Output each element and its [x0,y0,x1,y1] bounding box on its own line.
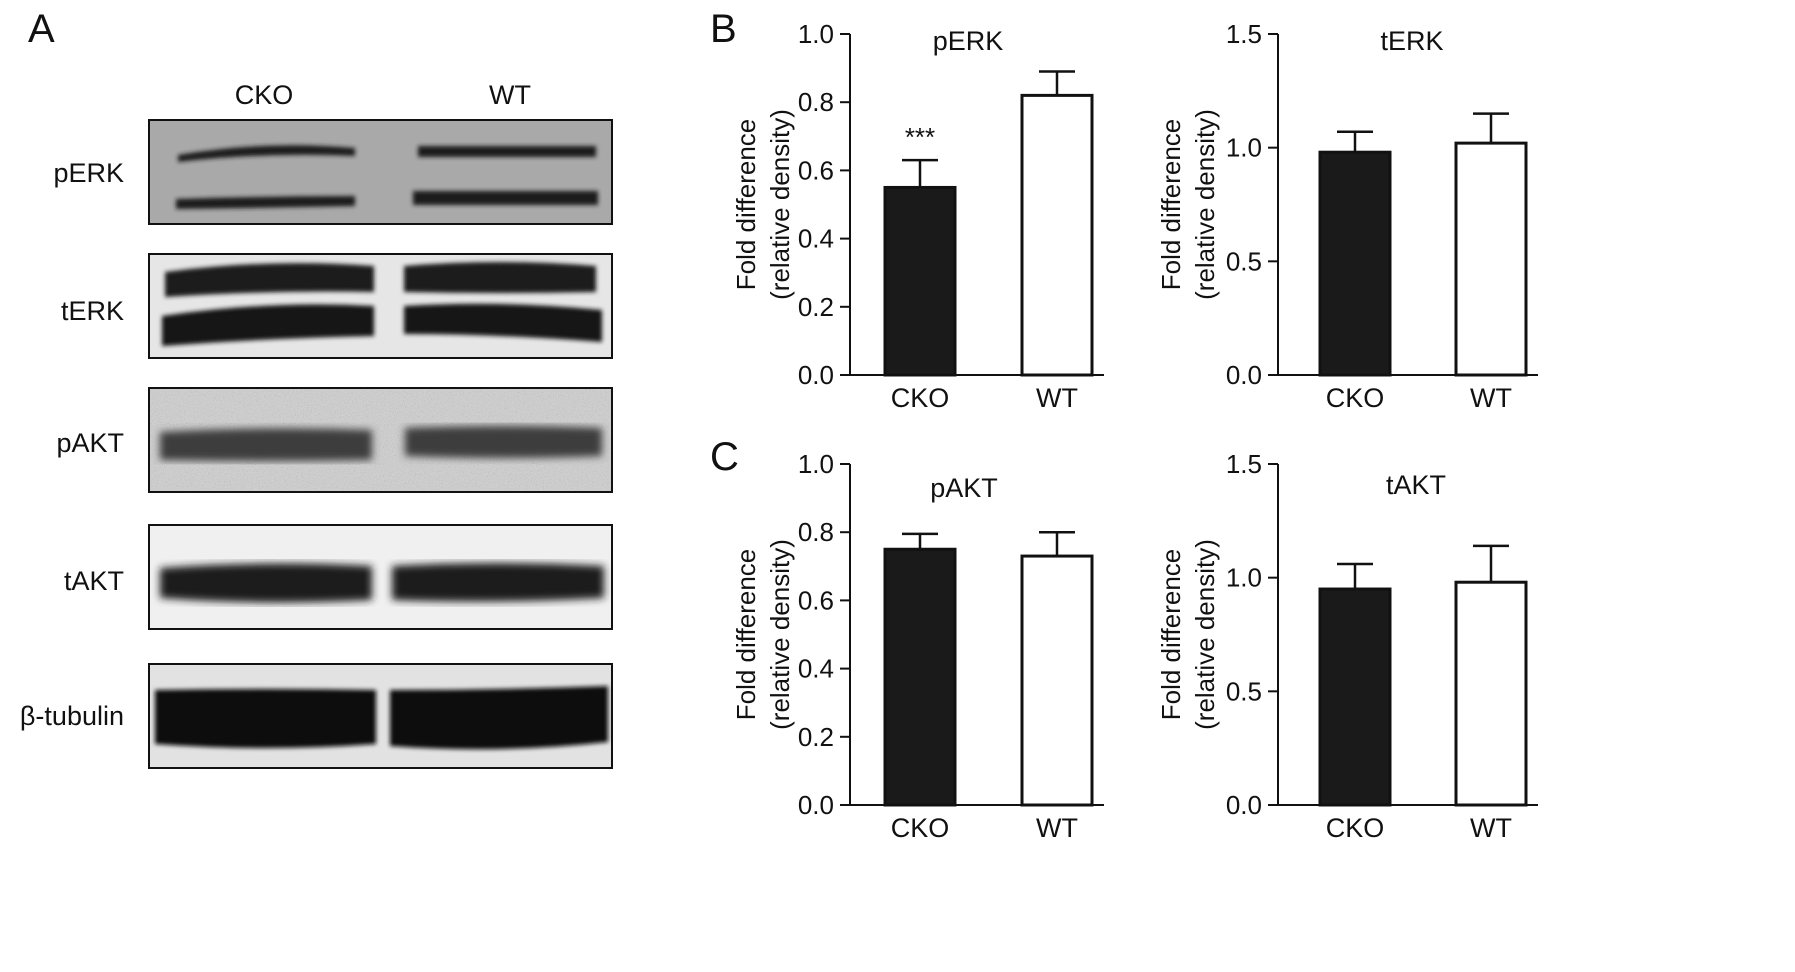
y-tick-label: 0.4 [798,224,834,254]
y-tick-label: 0.0 [1226,790,1262,820]
y-axis-label: Fold difference [1156,549,1186,721]
blot-strip-perk [148,119,613,225]
x-tick-label: CKO [891,383,950,413]
bar-wt [1020,554,1094,807]
bar-wt [1454,580,1528,807]
y-axis-label: (relative density) [765,109,795,300]
chart-title: pAKT [930,473,998,503]
chart-title: tAKT [1386,470,1446,500]
y-tick-label: 0.5 [1226,676,1262,706]
y-axis-label: Fold difference [731,119,761,291]
bar-cko [883,547,957,807]
bar-cko [1318,587,1392,807]
x-tick-label: CKO [1326,813,1385,843]
significance-annotation: *** [905,122,935,152]
chart-pakt: 0.0 0.2 0.4 0.6 0.8 1.0 CKO WT pAKT Fold differen… [731,449,1104,843]
blot-strip-pakt [148,387,613,493]
y-axis-label: (relative density) [765,539,795,730]
y-tick-label: 0.8 [798,517,834,547]
x-tick-label: CKO [891,813,950,843]
blot-strip-beta-tubulin [148,663,613,769]
y-tick-label: 0.0 [1226,360,1262,390]
blot-label-terk: tERK [61,296,124,326]
bar-cko [883,185,957,377]
y-axis-label: (relative density) [1190,539,1220,730]
chart-takt: 0.0 0.5 1.0 1.5 CKO WT tAKT Fold difference (rel… [1156,449,1538,843]
y-axis-label: (relative density) [1190,109,1220,300]
y-tick-label: 0.2 [798,722,834,752]
y-tick-label: 1.0 [1226,133,1262,163]
western-blot-panel: CKO WT pERK tERK [20,80,613,769]
y-tick-label: 0.8 [798,87,834,117]
chart-title: tERK [1380,26,1443,56]
y-tick-label: 0.0 [798,790,834,820]
y-tick-label: 0.4 [798,654,834,684]
chart-perk: 0.0 0.2 0.4 0.6 0.8 1.0 *** CKO WT pERK Fold diffe… [731,19,1104,413]
blot-strip-takt [148,524,613,630]
y-tick-label: 1.5 [1226,449,1262,479]
y-tick-label: 0.6 [798,585,834,615]
bar-wt [1020,93,1094,377]
lane-label-wt: WT [489,80,531,110]
y-tick-label: 1.5 [1226,19,1262,49]
blot-label-beta-tubulin: β-tubulin [20,701,124,731]
chart-title: pERK [933,26,1004,56]
chart-terk: 0.0 0.5 1.0 1.5 CKO WT tERK Fold difference (rel… [1156,19,1538,413]
bar-cko [1318,150,1392,377]
lane-label-cko: CKO [235,80,294,110]
blot-strip-terk [148,253,613,359]
x-tick-label: WT [1470,813,1512,843]
panel-letter-c: C [710,435,739,479]
y-tick-label: 1.0 [1226,563,1262,593]
x-tick-label: WT [1036,383,1078,413]
blot-label-pakt: pAKT [56,428,124,458]
y-tick-label: 0.6 [798,155,834,185]
y-tick-label: 1.0 [798,449,834,479]
blot-label-takt: tAKT [64,566,124,596]
x-tick-label: WT [1036,813,1078,843]
y-tick-label: 0.5 [1226,246,1262,276]
x-tick-label: CKO [1326,383,1385,413]
y-tick-label: 0.0 [798,360,834,390]
blot-label-perk: pERK [53,158,124,188]
y-tick-label: 0.2 [798,292,834,322]
bar-wt [1454,141,1528,377]
panel-letter-b: B [710,7,737,51]
y-axis-label: Fold difference [731,549,761,721]
y-tick-label: 1.0 [798,19,834,49]
y-axis-label: Fold difference [1156,119,1186,291]
x-tick-label: WT [1470,383,1512,413]
panel-letter-a: A [28,7,55,51]
